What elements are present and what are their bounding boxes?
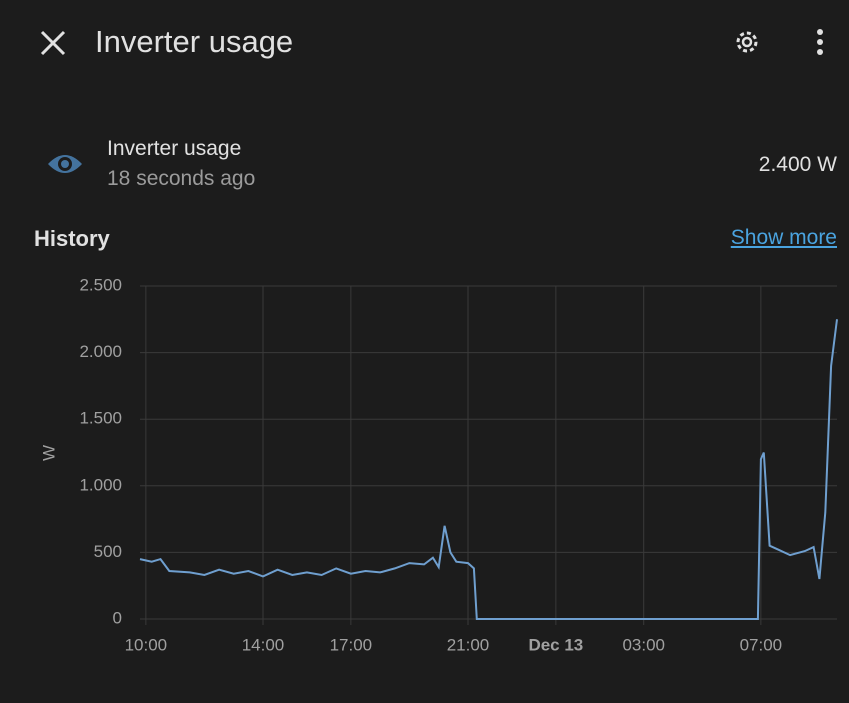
entity-icon	[48, 155, 82, 173]
x-tick-label: 21:00	[447, 635, 490, 654]
y-tick-label: 1.000	[79, 475, 122, 494]
entity-state: 2.400 W	[758, 153, 837, 176]
data-line	[139, 319, 838, 620]
x-tick-label: 03:00	[622, 635, 665, 654]
x-tick-label: 17:00	[330, 635, 373, 654]
dialog-title: Inverter usage	[95, 24, 294, 59]
entity-name: Inverter usage	[107, 137, 242, 160]
x-tick-label: Dec 13	[528, 635, 583, 654]
y-tick-label: 2.000	[79, 342, 122, 361]
settings-button[interactable]	[731, 26, 763, 58]
y-tick-label: 0	[113, 608, 122, 627]
y-tick-label: 2.500	[79, 275, 122, 294]
y-axis-label: W	[39, 445, 58, 461]
x-tick-label: 14:00	[242, 635, 285, 654]
x-tick-label: 07:00	[740, 635, 783, 654]
x-tick-label: 10:00	[125, 635, 168, 654]
history-chart: W 0 500 1.000 1.500 2.000 2.500 10:00 14:00 17:0…	[39, 275, 838, 654]
y-tick-label: 1.500	[79, 409, 122, 428]
last-changed: 18 seconds ago	[107, 167, 256, 190]
y-tick-label: 500	[94, 542, 122, 561]
history-title: History	[34, 226, 110, 251]
close-button[interactable]	[38, 28, 68, 58]
show-more-link[interactable]: Show more	[730, 226, 837, 249]
menu-button[interactable]	[808, 26, 832, 58]
